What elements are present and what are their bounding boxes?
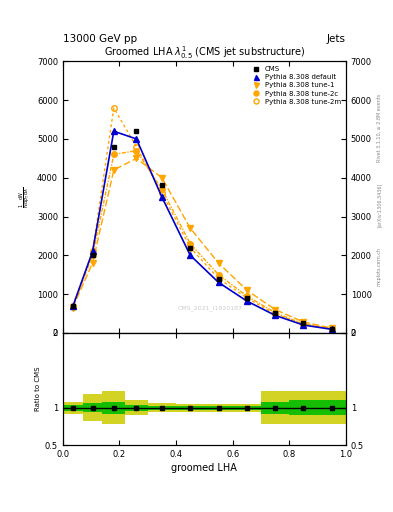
Y-axis label: Ratio to CMS: Ratio to CMS (35, 367, 41, 411)
Text: Rivet 3.1.10, ≥ 2.8M events: Rivet 3.1.10, ≥ 2.8M events (377, 94, 382, 162)
Pythia 8.308 tune-2c (244, 293, 249, 299)
Text: CMS_2021_I1920187: CMS_2021_I1920187 (178, 305, 242, 311)
Pythia 8.308 tune-1 (90, 260, 95, 266)
Pythia 8.308 tune-1 (216, 260, 221, 266)
Pythia 8.308 tune-2c (301, 321, 306, 327)
Pythia 8.308 tune-2m (134, 144, 139, 150)
CMS (188, 244, 193, 250)
Pythia 8.308 tune-2c (216, 271, 221, 278)
Pythia 8.308 tune-2c (188, 241, 193, 247)
Title: Groomed LHA $\lambda^{1}_{0.5}$ (CMS jet substructure): Groomed LHA $\lambda^{1}_{0.5}$ (CMS jet… (104, 44, 305, 61)
Pythia 8.308 default (112, 128, 116, 134)
Pythia 8.308 tune-1 (329, 325, 334, 331)
Pythia 8.308 tune-2m (160, 190, 164, 196)
Pythia 8.308 default (273, 312, 277, 318)
CMS (90, 252, 95, 259)
Pythia 8.308 tune-2m (244, 295, 249, 301)
Text: [arXiv:1306.3436]: [arXiv:1306.3436] (377, 183, 382, 227)
Pythia 8.308 tune-2m (273, 311, 277, 317)
Pythia 8.308 tune-2m (90, 248, 95, 254)
Pythia 8.308 tune-2m (188, 244, 193, 250)
Pythia 8.308 tune-1 (112, 167, 116, 173)
Pythia 8.308 default (70, 304, 75, 310)
Pythia 8.308 default (188, 252, 193, 259)
Pythia 8.308 tune-2c (90, 252, 95, 259)
CMS (160, 182, 164, 188)
Line: Pythia 8.308 tune-1: Pythia 8.308 tune-1 (70, 156, 334, 331)
CMS (70, 303, 75, 309)
Pythia 8.308 tune-2m (70, 303, 75, 309)
Pythia 8.308 tune-2c (273, 310, 277, 316)
Pythia 8.308 default (90, 248, 95, 254)
Text: 13000 GeV pp: 13000 GeV pp (63, 33, 137, 44)
Pythia 8.308 default (216, 280, 221, 286)
Pythia 8.308 default (244, 298, 249, 304)
CMS (216, 275, 221, 282)
Pythia 8.308 tune-2m (329, 326, 334, 332)
Pythia 8.308 tune-1 (301, 319, 306, 325)
Pythia 8.308 tune-1 (160, 175, 164, 181)
Line: Pythia 8.308 default: Pythia 8.308 default (70, 129, 334, 332)
Text: Jets: Jets (327, 33, 346, 44)
Pythia 8.308 tune-2c (134, 147, 139, 154)
Pythia 8.308 tune-1 (188, 225, 193, 231)
Text: mcplots.cern.ch: mcplots.cern.ch (377, 247, 382, 286)
Pythia 8.308 tune-1 (70, 305, 75, 311)
Pythia 8.308 default (301, 322, 306, 328)
Pythia 8.308 tune-1 (273, 307, 277, 313)
CMS (273, 310, 277, 316)
CMS (329, 326, 334, 332)
Pythia 8.308 tune-1 (134, 155, 139, 161)
Pythia 8.308 default (134, 136, 139, 142)
Pythia 8.308 tune-2m (216, 275, 221, 282)
CMS (134, 128, 139, 134)
Line: CMS: CMS (70, 129, 334, 331)
CMS (301, 320, 306, 326)
Line: Pythia 8.308 tune-2c: Pythia 8.308 tune-2c (70, 148, 334, 332)
Line: Pythia 8.308 tune-2m: Pythia 8.308 tune-2m (70, 105, 334, 332)
CMS (112, 144, 116, 150)
Pythia 8.308 tune-2m (112, 105, 116, 111)
Pythia 8.308 tune-2c (70, 304, 75, 310)
Pythia 8.308 tune-2c (160, 186, 164, 193)
Pythia 8.308 default (160, 194, 164, 200)
Y-axis label: $\frac{1}{\mathrm{N}}\frac{\mathrm{d}N}{\mathrm{d}p_{\mathrm{T}}\,\mathrm{d}\lam: $\frac{1}{\mathrm{N}}\frac{\mathrm{d}N}{… (17, 186, 33, 208)
CMS (244, 295, 249, 301)
Pythia 8.308 tune-2c (329, 326, 334, 332)
Pythia 8.308 tune-1 (244, 287, 249, 293)
Legend: CMS, Pythia 8.308 default, Pythia 8.308 tune-1, Pythia 8.308 tune-2c, Pythia 8.3: CMS, Pythia 8.308 default, Pythia 8.308 … (248, 65, 342, 106)
Pythia 8.308 tune-2m (301, 321, 306, 327)
X-axis label: groomed LHA: groomed LHA (171, 463, 237, 474)
Pythia 8.308 default (329, 326, 334, 332)
Pythia 8.308 tune-2c (112, 152, 116, 158)
